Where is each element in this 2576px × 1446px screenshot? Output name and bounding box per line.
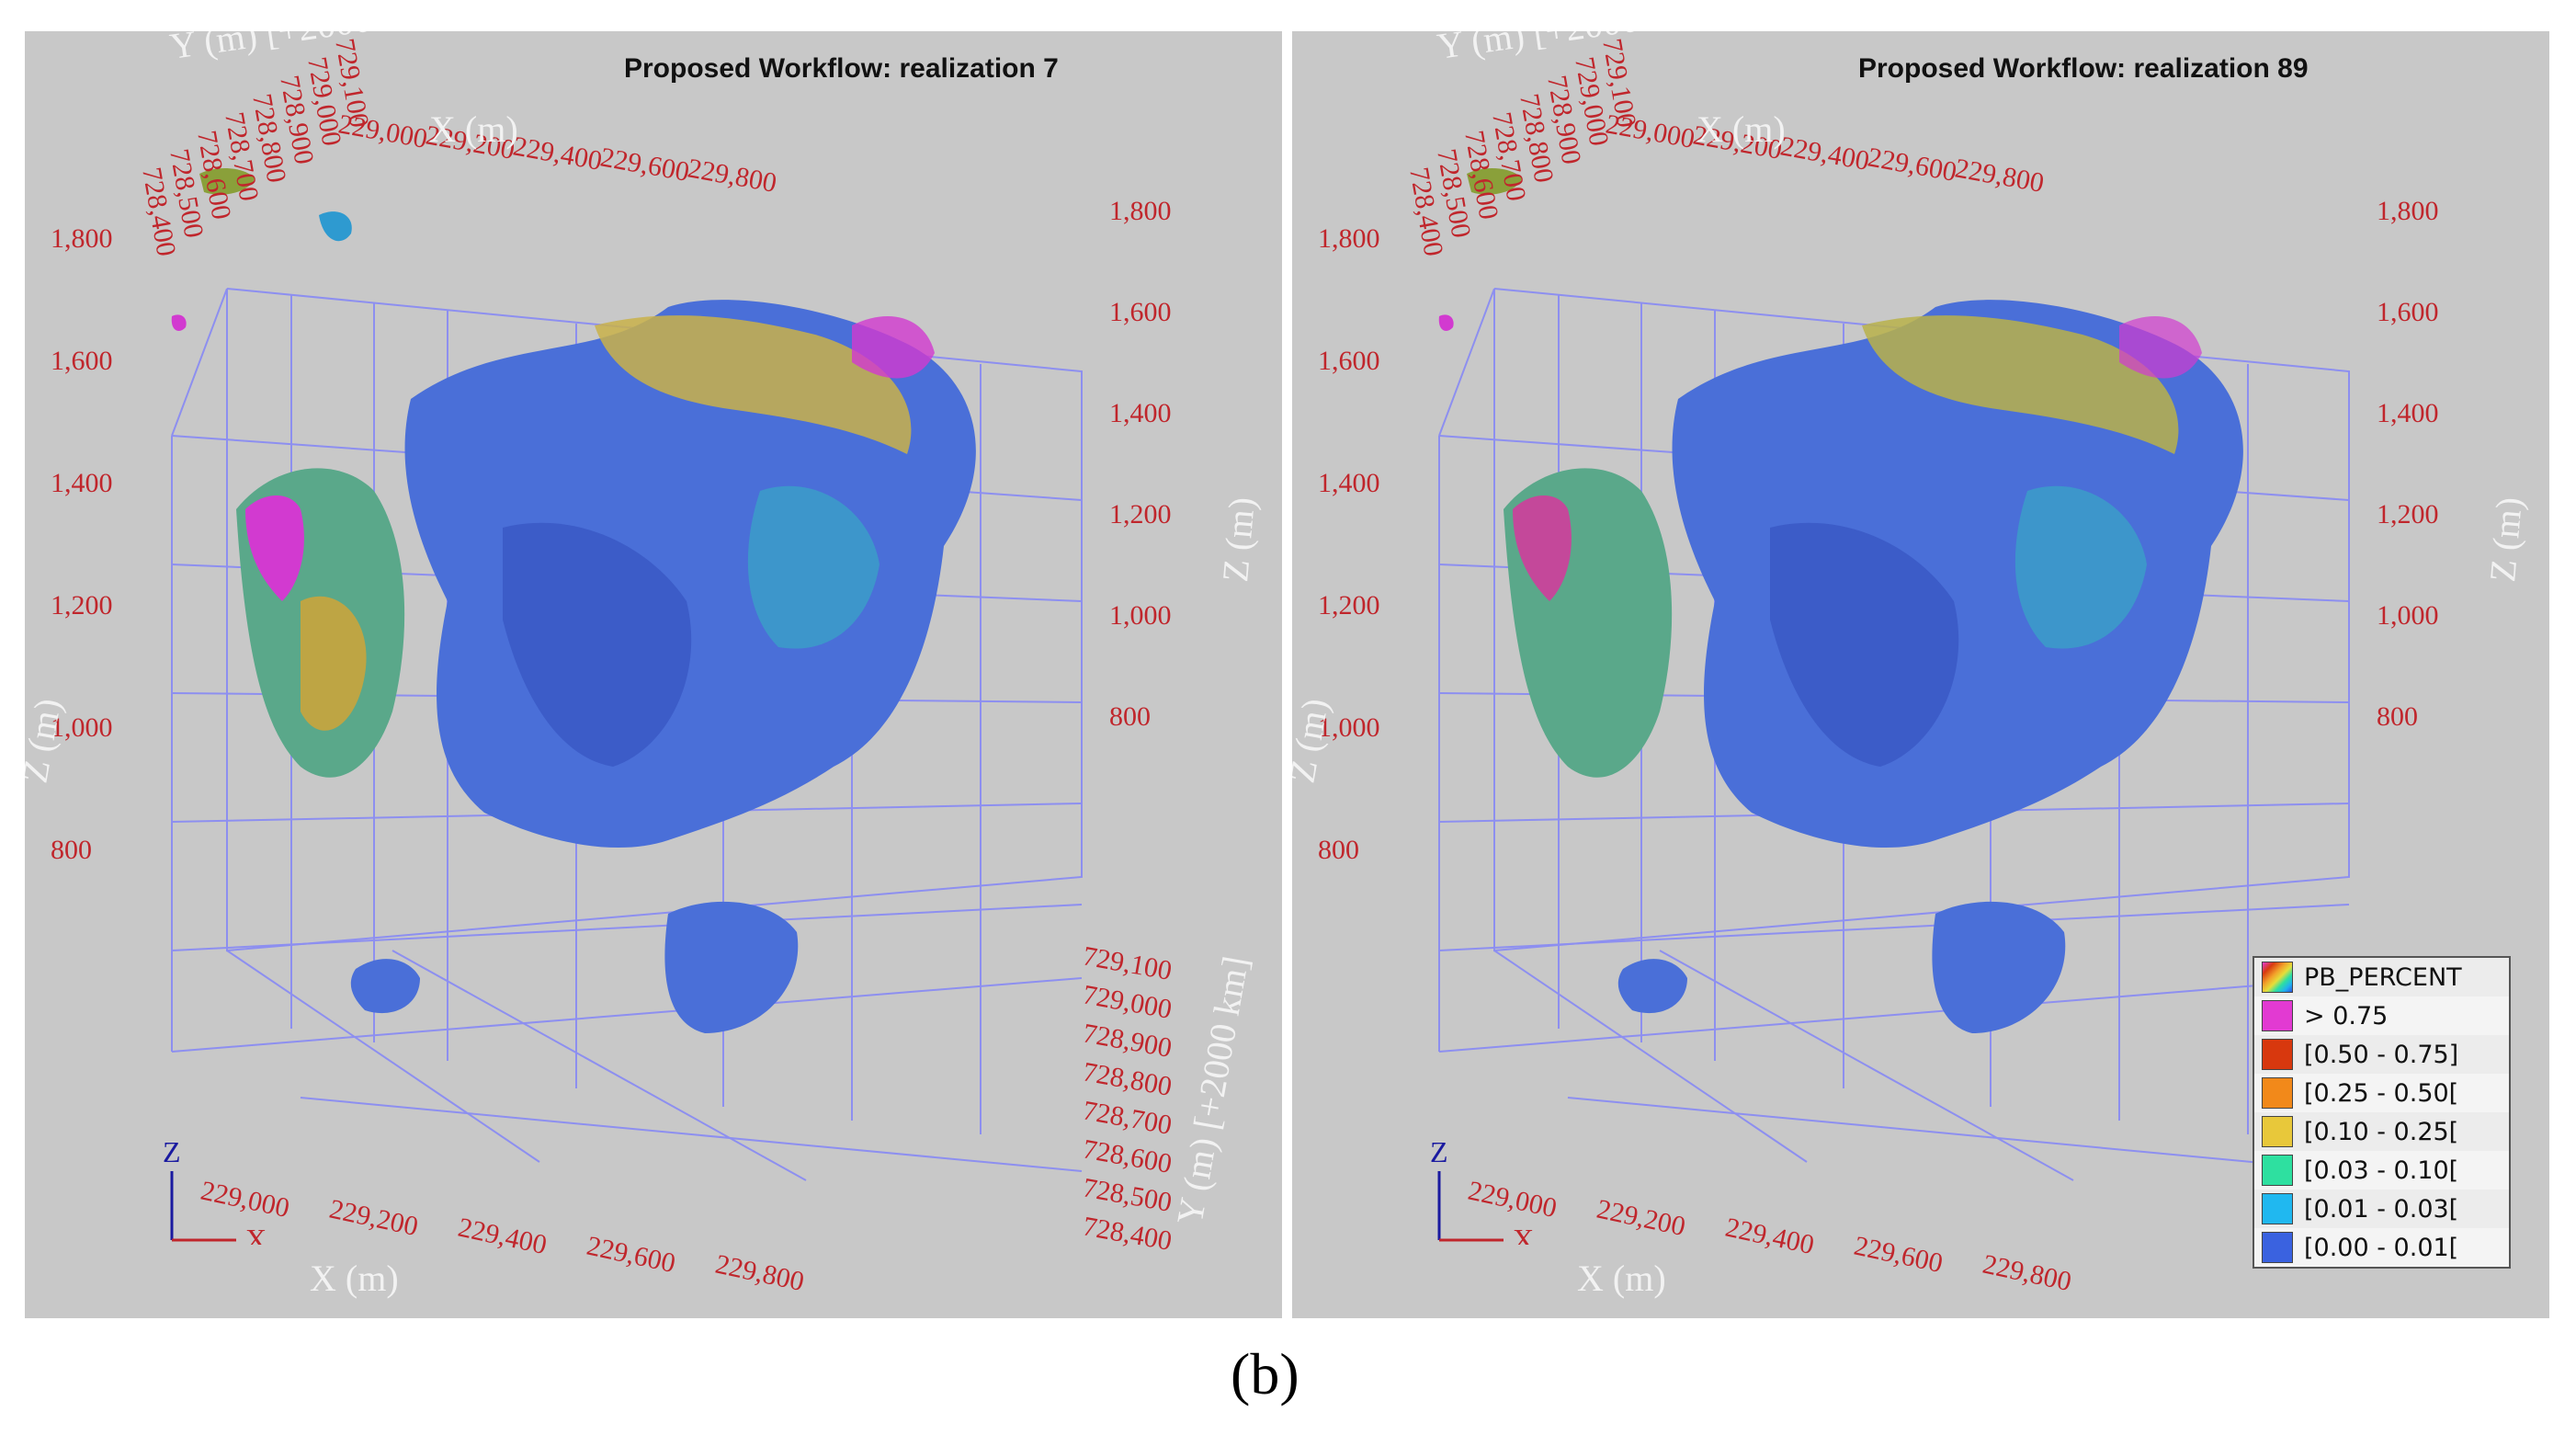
triad-z-label: Z	[1430, 1135, 1448, 1168]
x-tick-top: 229,800	[686, 153, 779, 198]
legend-item: [0.00 - 0.01[	[2254, 1228, 2509, 1267]
x-tick-bottom: 229,800	[1980, 1249, 2074, 1298]
x-tick-top: 229,600	[1866, 142, 1959, 187]
z-tick-left: 1,600	[51, 346, 113, 376]
x-tick-bottom: 229,400	[456, 1213, 550, 1261]
z-tick-right: 800	[2377, 701, 2418, 732]
z-tick-right: 1,600	[2377, 297, 2439, 327]
orebody-model	[1438, 167, 2243, 1033]
y-tick-right: 728,600	[1081, 1133, 1175, 1178]
y-tick-right: 729,100	[1081, 940, 1175, 985]
z-tick-left: 800	[1318, 835, 1359, 865]
x-tick-bottom: 229,400	[1723, 1213, 1817, 1261]
orebody-3d-view: 728,400728,500728,600728,700728,800728,9…	[25, 31, 1263, 1299]
z-tick-left: 1,400	[51, 468, 113, 498]
z-tick-right: 1,400	[2377, 398, 2439, 428]
z-tick-left: 1,200	[1318, 590, 1380, 621]
z-tick-left: 1,600	[1318, 346, 1380, 376]
pb-percent-legend: PB_PERCENT > 0.75 [0.50 - 0.75] [0.25 - …	[2253, 956, 2511, 1269]
x-axis-title-top: X (m)	[1697, 108, 1786, 150]
orebody-3d-view: 728,400728,500728,600728,700728,800728,9…	[1292, 31, 2530, 1299]
triad-z-label: Z	[163, 1135, 181, 1168]
x-tick-top: 229,600	[598, 142, 692, 187]
y-tick-right: 728,900	[1081, 1018, 1175, 1063]
y-axis-title-right: Y (m) [+2000 km]	[1169, 953, 1257, 1228]
z-tick-right: 1,600	[1109, 297, 1172, 327]
axis-triad: Z X	[1430, 1135, 1534, 1245]
color-swatch	[2262, 1116, 2293, 1147]
z-axis-title-right: Z (m)	[2481, 495, 2530, 584]
color-swatch	[2262, 1000, 2293, 1031]
z-tick-right: 1,800	[1109, 196, 1172, 226]
x-tick-top: 229,400	[511, 131, 605, 176]
x-tick-bottom: 229,200	[327, 1194, 421, 1243]
z-tick-right: 1,400	[1109, 398, 1172, 428]
x-tick-bottom: 229,800	[713, 1249, 807, 1298]
color-swatch	[2262, 1193, 2293, 1224]
figure-caption: (b)	[1231, 1341, 1299, 1406]
z-tick-left: 1,000	[1318, 712, 1380, 743]
y-tick-right: 728,700	[1081, 1095, 1175, 1140]
panel-realization-7: 728,400 728,500 728,600 728,700 728,800 728,9…	[25, 31, 1282, 1318]
axis-triad: Z X	[163, 1135, 267, 1245]
orebody-model	[171, 167, 976, 1033]
color-swatch	[2262, 1232, 2293, 1263]
y-tick-right: 728,500	[1081, 1172, 1175, 1217]
y-tick-right: 728,400	[1081, 1211, 1175, 1256]
z-tick-left: 1,400	[1318, 468, 1380, 498]
panel-title: Proposed Workflow: realization 7	[624, 53, 1059, 84]
color-swatch	[2262, 1039, 2293, 1070]
z-tick-right: 1,200	[2377, 499, 2439, 529]
z-tick-left: 1,800	[1318, 223, 1380, 254]
z-tick-left: 1,800	[51, 223, 113, 254]
legend-item: [0.01 - 0.03[	[2254, 1190, 2509, 1228]
x-tick-bottom: 229,600	[584, 1231, 678, 1280]
z-tick-right: 1,200	[1109, 499, 1172, 529]
y-tick-right: 728,800	[1081, 1056, 1175, 1101]
z-tick-left: 1,000	[51, 712, 113, 743]
z-tick-right: 1,000	[1109, 600, 1172, 631]
legend-item: [0.25 - 0.50[	[2254, 1074, 2509, 1112]
x-tick-top: 229,400	[1778, 131, 1872, 176]
z-axis-title-right: Z (m)	[1214, 495, 1263, 584]
x-axis-title-bottom: X (m)	[310, 1258, 399, 1299]
triad-x-label: X	[245, 1223, 267, 1245]
legend-header: PB_PERCENT	[2254, 958, 2509, 996]
z-tick-right: 1,000	[2377, 600, 2439, 631]
legend-item: > 0.75	[2254, 996, 2509, 1035]
z-tick-left: 800	[51, 835, 92, 865]
z-tick-right: 1,800	[2377, 196, 2439, 226]
y-tick-right: 729,000	[1081, 979, 1175, 1024]
legend-item: [0.10 - 0.25[	[2254, 1112, 2509, 1151]
panel-realization-89: 728,400 728,500 728,600 728,700 728,800 728,9…	[1292, 31, 2549, 1318]
legend-item: [0.03 - 0.10[	[2254, 1151, 2509, 1190]
color-swatch	[2262, 1155, 2293, 1186]
color-swatch	[2262, 1077, 2293, 1109]
x-axis-title-bottom: X (m)	[1577, 1258, 1666, 1299]
triad-x-label: X	[1513, 1223, 1534, 1245]
x-tick-bottom: 229,600	[1852, 1231, 1946, 1280]
x-tick-top: 229,000	[1604, 108, 1697, 154]
panel-title: Proposed Workflow: realization 89	[1858, 53, 2309, 84]
x-axis-title-top: X (m)	[429, 108, 518, 150]
gradient-icon	[2262, 962, 2293, 993]
z-tick-right: 800	[1109, 701, 1151, 732]
x-tick-bottom: 229,200	[1594, 1194, 1688, 1243]
legend-item: [0.50 - 0.75]	[2254, 1035, 2509, 1074]
legend-title: PB_PERCENT	[2304, 962, 2462, 992]
x-tick-top: 229,000	[336, 108, 430, 154]
z-tick-left: 1,200	[51, 590, 113, 621]
x-tick-top: 229,800	[1953, 153, 2047, 198]
